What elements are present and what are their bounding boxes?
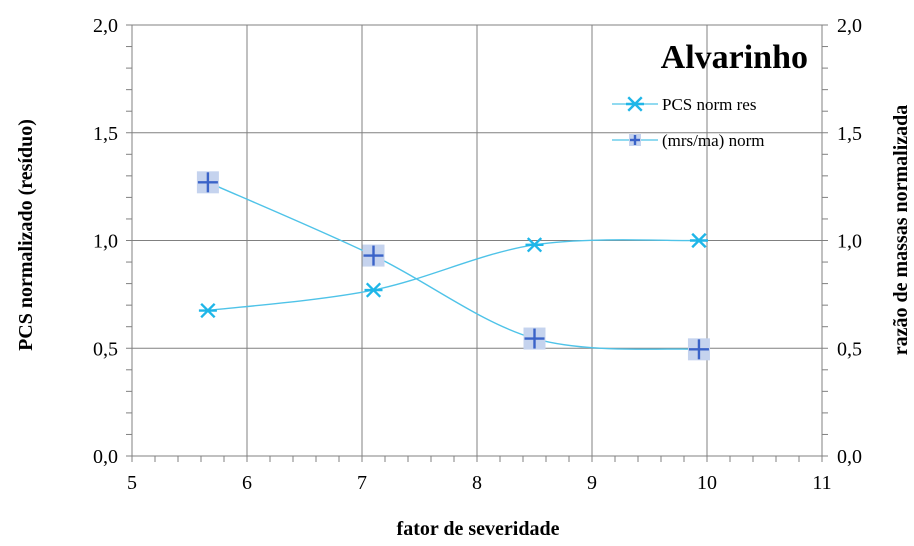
grid <box>131 24 823 457</box>
y-axis-title-left: PCS normalizado (resíduo) <box>15 119 37 351</box>
x-tick-label: 6 <box>242 472 252 494</box>
legend-marker-pcs <box>626 96 644 112</box>
data-point-pcs <box>198 302 217 319</box>
x-tick-label: 8 <box>472 472 482 494</box>
y-tick-label: 0,0 <box>93 446 118 468</box>
data-point-pcs <box>364 282 383 298</box>
legend-label-mass: (mrs/ma) norm <box>662 131 764 150</box>
series-line-2 <box>207 181 699 351</box>
x-axis-title: fator de severidade <box>397 518 560 540</box>
y2-tick-label: 1,5 <box>837 123 862 145</box>
data-point-mass <box>196 171 219 194</box>
x-tick-label: 10 <box>697 472 717 494</box>
data-point-mass <box>523 327 546 350</box>
legend-plus-icon <box>629 134 641 146</box>
y-tick-label: 2,0 <box>93 15 118 37</box>
x-tick-labels: 5 6 7 8 9 10 11 <box>127 472 832 494</box>
y-tick-label: 0,5 <box>93 338 118 360</box>
data-point-pcs <box>525 237 544 253</box>
data-point-pcs <box>689 232 708 249</box>
y2-tick-label: 1,0 <box>837 231 862 253</box>
series <box>196 171 710 361</box>
minor-ticks <box>126 24 828 462</box>
y-tick-labels-left: 0,0 0,5 1,0 1,5 2,0 <box>93 15 118 468</box>
legend: PCS norm res (mrs/ma) norm <box>612 95 764 150</box>
chart-title: Alvarinho <box>661 39 808 76</box>
x-tick-label: 7 <box>357 472 367 494</box>
y2-tick-label: 2,0 <box>837 15 862 37</box>
y2-tick-label: 0,0 <box>837 446 862 468</box>
legend-asterisk-icon <box>626 96 644 112</box>
legend-label-pcs: PCS norm res <box>662 95 756 114</box>
y-tick-labels-right: 0,0 0,5 1,0 1,5 2,0 <box>837 15 862 468</box>
x-tick-label: 11 <box>812 472 831 494</box>
series-line-1 <box>207 239 699 312</box>
y2-tick-label: 0,5 <box>837 338 862 360</box>
y-axis-title-right: razão de massas normalizada <box>890 105 912 356</box>
legend-marker-mass <box>629 134 641 146</box>
x-tick-label: 5 <box>127 472 137 494</box>
y-tick-label: 1,0 <box>93 231 118 253</box>
data-point-mass <box>687 338 710 361</box>
y-tick-label: 1,5 <box>93 123 118 145</box>
data-point-mass <box>362 244 385 267</box>
x-tick-label: 9 <box>587 472 597 494</box>
